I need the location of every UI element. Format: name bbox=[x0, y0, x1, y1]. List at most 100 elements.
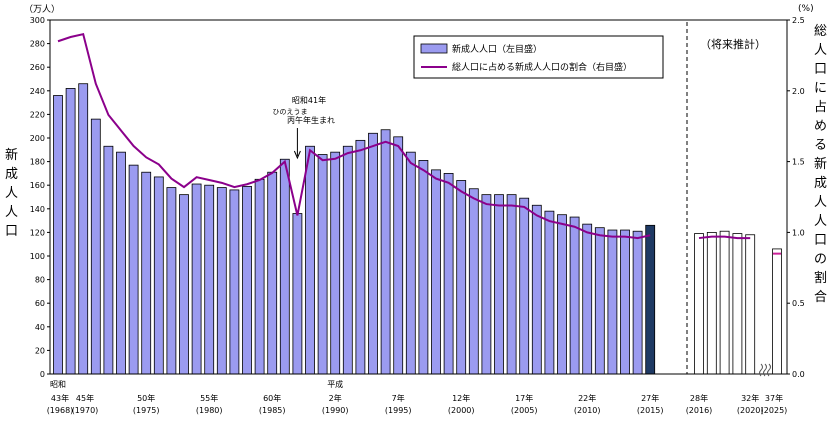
bars bbox=[53, 83, 782, 375]
x-tick-label-bottom: (2005) bbox=[511, 406, 538, 415]
axis-title-char: 口 bbox=[5, 224, 19, 239]
axis-title-char: 占 bbox=[814, 100, 828, 115]
right-tick-label: 0.0 bbox=[792, 370, 805, 379]
axis-title-char: 人 bbox=[5, 205, 19, 220]
x-tick-label-top: 50年 bbox=[137, 393, 155, 403]
population-bar bbox=[78, 83, 89, 375]
right-tick-label: 0.5 bbox=[792, 299, 805, 308]
population-bar bbox=[279, 158, 290, 375]
left-tick-label: 240 bbox=[30, 87, 45, 96]
axis-title-char: 成 bbox=[814, 176, 828, 191]
population-bar bbox=[468, 188, 479, 375]
x-tick-label-top: 22年 bbox=[578, 393, 596, 403]
projection-label: （将来推計） bbox=[700, 37, 766, 51]
left-tick-label: 300 bbox=[30, 16, 45, 25]
population-bar bbox=[254, 178, 265, 375]
x-tick-label-bottom: (1990) bbox=[322, 406, 349, 415]
projection-bar bbox=[772, 248, 782, 375]
left-tick-label: 80 bbox=[35, 276, 45, 285]
x-tick-label-top: 28年 bbox=[690, 393, 708, 403]
population-bar bbox=[204, 184, 215, 375]
left-tick-label: 20 bbox=[35, 346, 45, 355]
right-tick-label: 1.0 bbox=[792, 228, 805, 237]
axis-title-char: 口 bbox=[814, 62, 828, 77]
x-tick-label-bottom: (2025) bbox=[761, 406, 788, 415]
population-bar bbox=[317, 154, 328, 375]
x-tick-label-top: 17年 bbox=[515, 393, 533, 403]
x-tick-label-bottom: (1970) bbox=[72, 406, 99, 415]
population-bar bbox=[292, 213, 303, 375]
population-bar bbox=[519, 197, 530, 375]
left-tick-label: 200 bbox=[30, 134, 45, 143]
era-label-heisei: 平成 bbox=[327, 379, 343, 389]
population-bar bbox=[355, 139, 366, 375]
x-tick-label-top: 37年 bbox=[765, 393, 783, 403]
left-axis-unit: （万人） bbox=[24, 5, 61, 15]
x-tick-label-top: 43年 bbox=[51, 393, 69, 403]
axis-title-char: 割 bbox=[814, 271, 828, 286]
population-bar bbox=[594, 227, 605, 375]
left-tick-label: 40 bbox=[35, 323, 45, 332]
era-label-showa: 昭和 bbox=[50, 380, 66, 389]
population-bar bbox=[330, 151, 341, 375]
ratio-line bbox=[57, 32, 781, 255]
left-tick-label: 0 bbox=[40, 370, 45, 379]
population-bar bbox=[53, 95, 63, 375]
population-bar bbox=[166, 187, 177, 375]
left-tick-label: 60 bbox=[35, 299, 45, 308]
population-bar bbox=[582, 223, 593, 375]
left-tick-label: 100 bbox=[30, 252, 45, 261]
population-bar bbox=[216, 187, 227, 375]
population-bar bbox=[620, 229, 630, 375]
population-bar bbox=[632, 230, 643, 375]
annotation-arrowhead-icon bbox=[293, 150, 301, 160]
axis-break-icon bbox=[759, 363, 771, 377]
x-tick-labels: 昭和 平成 43年 (1968)45年 (1970) 50年 (1975) 55年 (1980)… bbox=[47, 379, 788, 415]
x-tick-label-bottom: (2020) bbox=[737, 406, 764, 415]
axis-title-char: 成 bbox=[5, 167, 19, 182]
right-axis-title: 総人口に占める新成人人口の割合 bbox=[814, 22, 827, 307]
population-bar bbox=[418, 160, 429, 375]
axis-title-char: る bbox=[814, 138, 828, 153]
axis-title-char: 人 bbox=[814, 214, 828, 229]
population-bar bbox=[557, 214, 567, 375]
axis-title-char: の bbox=[814, 252, 828, 267]
x-tick-label-top: 12年 bbox=[452, 393, 470, 403]
annotation-line1: 昭和41年 bbox=[292, 95, 326, 105]
projection-bar bbox=[694, 233, 704, 375]
x-tick-label-bottom: (1980) bbox=[196, 406, 223, 415]
axis-title-char: 新 bbox=[814, 157, 828, 172]
population-bar bbox=[141, 171, 152, 375]
population-bar bbox=[380, 129, 391, 375]
axes: 0 20 40 60 80 100 120 140 160 180 200 220 240 260 280 3… bbox=[30, 16, 805, 379]
population-bar bbox=[267, 171, 278, 375]
right-tick-label: 1.5 bbox=[792, 158, 805, 167]
population-bar bbox=[229, 189, 240, 375]
population-bar bbox=[607, 229, 618, 375]
population-bar bbox=[65, 88, 76, 375]
projection-bar bbox=[732, 233, 743, 375]
population-bar bbox=[569, 216, 580, 375]
x-tick-label-bottom: (2015) bbox=[637, 406, 664, 415]
left-tick-label: 180 bbox=[30, 158, 45, 167]
left-tick-label: 120 bbox=[30, 228, 45, 237]
annotation-line2: ひのえうま bbox=[273, 108, 308, 116]
x-tick-label-bottom: (1985) bbox=[259, 406, 286, 415]
ratio-line-projection bbox=[698, 235, 751, 240]
population-bar bbox=[368, 132, 378, 375]
legend-box bbox=[413, 35, 664, 79]
plot-frame bbox=[49, 19, 788, 375]
population-bar bbox=[506, 194, 517, 375]
x-tick-label-top: 32年 bbox=[741, 393, 759, 403]
left-tick-label: 160 bbox=[30, 181, 45, 190]
population-bar bbox=[305, 145, 315, 375]
x-tick-label-bottom: (2016) bbox=[686, 406, 713, 415]
population-bar bbox=[90, 118, 101, 375]
population-bar bbox=[544, 210, 555, 375]
legend-bar-swatch bbox=[420, 43, 448, 54]
x-tick-label-top: 2年 bbox=[329, 393, 342, 403]
x-tick-label-top: 7年 bbox=[392, 393, 405, 403]
projection-bar bbox=[706, 231, 717, 375]
